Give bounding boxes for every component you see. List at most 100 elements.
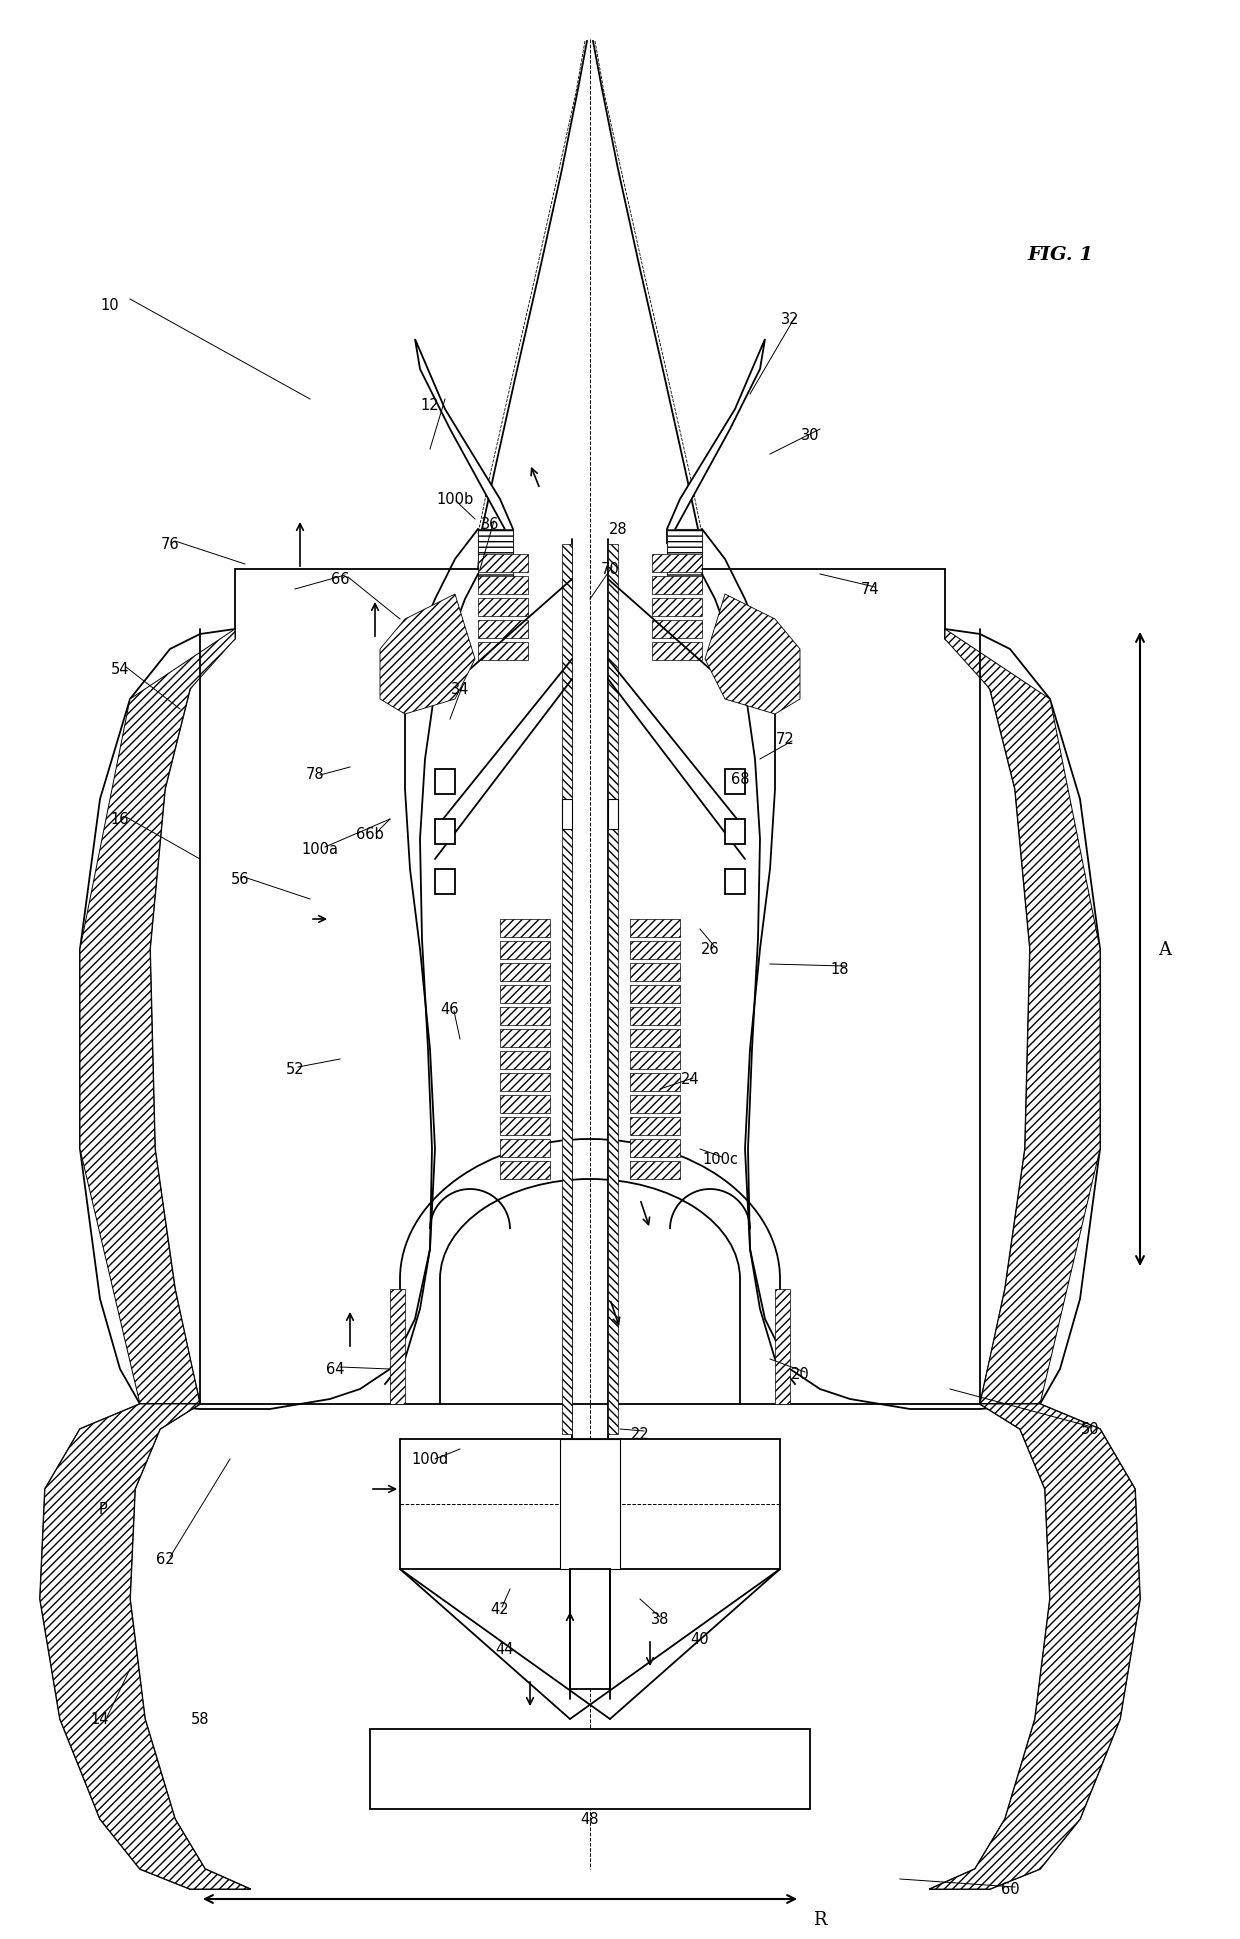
Bar: [500, 1030, 551, 1047]
Text: 52: 52: [285, 1063, 304, 1076]
Polygon shape: [81, 630, 236, 1404]
Bar: [630, 985, 680, 1004]
Text: 72: 72: [776, 733, 795, 747]
Bar: [500, 1074, 551, 1092]
Bar: [500, 942, 551, 960]
Bar: [401, 1439, 780, 1569]
Polygon shape: [415, 339, 513, 545]
Text: A: A: [1158, 940, 1172, 958]
Text: R: R: [813, 1910, 827, 1927]
Bar: [608, 799, 618, 830]
Bar: [500, 1161, 551, 1179]
Bar: [667, 529, 702, 586]
Bar: [630, 1008, 680, 1026]
Bar: [477, 529, 513, 580]
Bar: [630, 1096, 680, 1113]
Polygon shape: [945, 630, 1100, 1404]
Text: 20: 20: [791, 1367, 810, 1383]
Bar: [477, 529, 513, 586]
Text: 30: 30: [801, 427, 820, 442]
Bar: [500, 919, 551, 938]
Bar: [652, 576, 702, 595]
Polygon shape: [40, 1404, 250, 1889]
Bar: [570, 1569, 610, 1689]
Bar: [435, 770, 455, 795]
Bar: [500, 1140, 551, 1158]
Bar: [652, 642, 702, 661]
Text: 60: 60: [1001, 1881, 1019, 1896]
Bar: [500, 964, 551, 981]
Polygon shape: [706, 595, 800, 715]
Text: 66b: 66b: [356, 828, 384, 842]
Text: 38: 38: [651, 1611, 670, 1627]
Text: 50: 50: [1081, 1421, 1100, 1437]
Bar: [630, 1030, 680, 1047]
Text: 68: 68: [730, 772, 749, 787]
Bar: [500, 1096, 551, 1113]
Bar: [477, 555, 528, 572]
Bar: [477, 576, 528, 595]
Bar: [435, 820, 455, 845]
Text: 48: 48: [580, 1811, 599, 1827]
Bar: [630, 1051, 680, 1070]
Text: 46: 46: [440, 1002, 459, 1016]
Text: 76: 76: [161, 537, 180, 553]
Text: 42: 42: [491, 1602, 510, 1617]
Bar: [630, 942, 680, 960]
Text: 16: 16: [110, 812, 129, 828]
Text: 66: 66: [331, 572, 350, 588]
Bar: [477, 599, 528, 617]
Bar: [562, 545, 572, 1435]
Bar: [477, 620, 528, 638]
Polygon shape: [930, 1404, 1140, 1889]
Bar: [630, 964, 680, 981]
Text: 34: 34: [451, 683, 469, 698]
Polygon shape: [667, 339, 765, 545]
Text: 100a: 100a: [301, 842, 339, 857]
Bar: [725, 869, 745, 894]
Text: 26: 26: [701, 942, 719, 958]
Text: 74: 74: [861, 582, 879, 597]
Bar: [630, 1161, 680, 1179]
Text: 62: 62: [156, 1551, 175, 1567]
Text: 22: 22: [631, 1427, 650, 1443]
Bar: [725, 770, 745, 795]
Bar: [500, 1051, 551, 1070]
Text: 64: 64: [326, 1361, 345, 1377]
Bar: [652, 620, 702, 638]
Text: 54: 54: [110, 661, 129, 677]
Text: P: P: [99, 1501, 108, 1516]
Text: 10: 10: [100, 297, 119, 312]
Bar: [370, 1730, 810, 1809]
Bar: [630, 1074, 680, 1092]
Text: 78: 78: [306, 768, 325, 781]
Text: 58: 58: [191, 1712, 210, 1726]
Bar: [562, 799, 572, 830]
Text: 100d: 100d: [412, 1452, 449, 1466]
Text: 32: 32: [781, 312, 800, 328]
Bar: [667, 529, 702, 580]
Bar: [477, 642, 528, 661]
Bar: [560, 1439, 620, 1569]
Bar: [608, 545, 618, 1435]
Text: 100c: 100c: [702, 1152, 738, 1167]
Text: 36: 36: [481, 518, 500, 531]
Text: 100b: 100b: [436, 493, 474, 508]
Bar: [725, 820, 745, 845]
Bar: [500, 985, 551, 1004]
Bar: [652, 555, 702, 572]
Bar: [652, 599, 702, 617]
Bar: [391, 1289, 405, 1404]
Text: 18: 18: [831, 962, 849, 977]
Text: FIG. 1: FIG. 1: [1027, 246, 1092, 264]
Bar: [630, 1140, 680, 1158]
Text: 28: 28: [609, 522, 627, 537]
Text: 40: 40: [691, 1631, 709, 1646]
Text: 14: 14: [91, 1712, 109, 1726]
Bar: [630, 919, 680, 938]
Text: 12: 12: [420, 397, 439, 413]
Text: 24: 24: [681, 1072, 699, 1088]
Text: 70: 70: [600, 562, 619, 578]
Bar: [630, 1117, 680, 1136]
Bar: [500, 1117, 551, 1136]
